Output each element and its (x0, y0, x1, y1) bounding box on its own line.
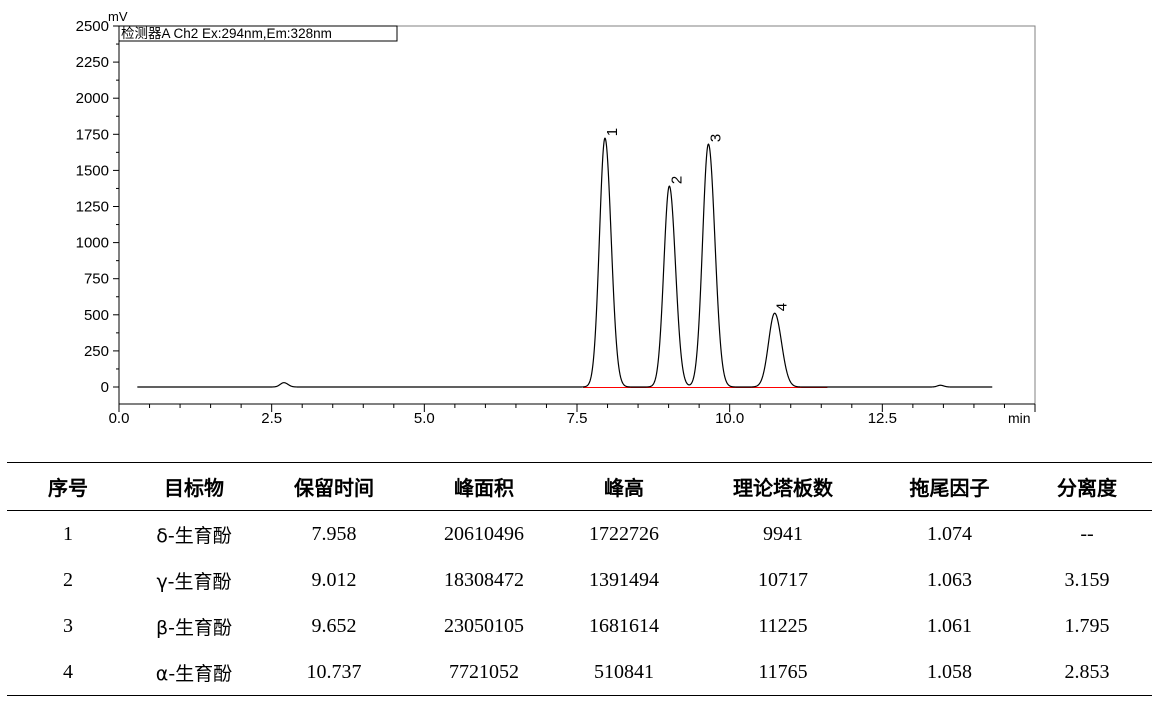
cell-index: 1 (63, 522, 73, 545)
cell-tailing-factor: 1.074 (927, 522, 972, 545)
cell-target: β-生育酚 (156, 616, 232, 639)
y-tick-label: 1250 (76, 199, 109, 216)
cell-retention-time: 9.652 (311, 614, 357, 637)
table-header-row: 序号 目标物 保留时间 峰面积 峰高 理论塔板数 拖尾因子 分离度 (7, 462, 1152, 511)
y-tick-label: 2500 (76, 18, 109, 35)
y-tick-label: 0 (101, 379, 109, 396)
x-tick-label: 2.5 (261, 410, 282, 427)
cell-tailing-factor: 1.063 (927, 568, 972, 591)
legend: 检测器A Ch2 Ex:294nm,Em:328nm (118, 25, 398, 42)
cell-tailing-factor: 1.058 (877, 649, 1022, 696)
y-tick-label: 2250 (76, 54, 109, 71)
legend-box (118, 25, 398, 42)
x-tick-label: 0.0 (109, 410, 130, 427)
table-row: 1 δ-生育酚 7.958 20610496 1722726 9941 1.07… (7, 511, 1152, 558)
peak-label: 2 (668, 176, 685, 184)
header-index: 序号 (7, 462, 129, 511)
cell-target: α-生育酚 (129, 649, 259, 696)
cell-peak-height: 1391494 (589, 568, 659, 591)
table-row: 2 γ-生育酚 9.012 18308472 1391494 10717 1.0… (7, 557, 1152, 603)
x-tick-label: 10.0 (715, 410, 744, 427)
peak-label: 3 (707, 134, 724, 142)
cell-index: 3 (63, 614, 73, 637)
x-tick-label: 7.5 (567, 410, 588, 427)
cell-retention-time: 7.958 (311, 522, 357, 545)
y-tick-label: 2000 (76, 90, 109, 107)
peak-labels: 1 2 3 4 (604, 128, 791, 311)
cell-index: 2 (63, 568, 73, 591)
cell-resolution: 1.795 (1064, 614, 1110, 637)
header-retention-time: 保留时间 (259, 462, 409, 511)
cell-theoretical-plates: 9941 (763, 522, 803, 545)
cell-resolution: 3.159 (1064, 568, 1110, 591)
cell-resolution: 2.853 (1022, 649, 1152, 696)
table-row: 3 β-生育酚 9.652 23050105 1681614 11225 1.0… (7, 603, 1152, 649)
cell-theoretical-plates: 11225 (758, 614, 808, 637)
x-tick-label: 5.0 (414, 410, 435, 427)
header-peak-height: 峰高 (559, 462, 689, 511)
y-tick-label: 750 (84, 271, 109, 288)
y-tick-label: 1500 (76, 162, 109, 179)
cell-theoretical-plates: 10717 (758, 568, 808, 591)
cell-theoretical-plates: 11765 (689, 649, 877, 696)
cell-peak-area: 20610496 (444, 522, 524, 545)
x-axis: 0.0 2.5 5.0 7.5 10.0 12.5 (109, 403, 1036, 427)
cell-tailing-factor: 1.061 (927, 614, 972, 637)
cell-peak-height: 510841 (559, 649, 689, 696)
y-tick-label: 1000 (76, 235, 109, 252)
y-axis-unit: mV (108, 9, 128, 24)
y-axis: 0 250 500 750 1000 1250 1500 1750 2000 2250 2500 (76, 18, 120, 404)
results-table: 序号 目标物 保留时间 峰面积 峰高 理论塔板数 拖尾因子 分离度 1 δ-生育… (7, 462, 1152, 696)
cell-target: δ-生育酚 (156, 524, 232, 547)
cell-peak-area: 7721052 (409, 649, 559, 696)
cell-retention-time: 10.737 (259, 649, 409, 696)
table-row: 4 α-生育酚 10.737 7721052 510841 11765 1.05… (7, 649, 1152, 696)
peak-label: 1 (604, 128, 621, 136)
header-target: 目标物 (129, 462, 259, 511)
header-tailing-factor: 拖尾因子 (877, 462, 1022, 511)
cell-peak-height: 1722726 (589, 522, 659, 545)
peak-label: 4 (774, 303, 791, 311)
cell-resolution: -- (1080, 522, 1094, 545)
legend-text: 检测器A Ch2 Ex:294nm,Em:328nm (121, 26, 332, 41)
x-tick-label: 12.5 (868, 410, 897, 427)
header-peak-area: 峰面积 (409, 462, 559, 511)
signal-trace (137, 137, 993, 388)
cell-target: γ-生育酚 (156, 570, 232, 593)
cell-retention-time: 9.012 (311, 568, 357, 591)
y-tick-label: 250 (84, 343, 109, 360)
y-tick-label: 1750 (76, 126, 109, 143)
y-tick-label: 500 (84, 307, 109, 324)
chromatogram-chart: 0 250 500 750 1000 1250 1500 1750 2000 2250 2500 0… (76, 9, 1036, 427)
header-resolution: 分离度 (1022, 462, 1152, 511)
cell-peak-area: 23050105 (444, 614, 524, 637)
cell-peak-height: 1681614 (589, 614, 659, 637)
cell-peak-area: 18308472 (444, 568, 524, 591)
x-axis-unit: min (1008, 410, 1031, 426)
plot-frame (118, 25, 1036, 405)
header-theoretical-plates: 理论塔板数 (689, 462, 877, 511)
cell-index: 4 (7, 649, 129, 696)
